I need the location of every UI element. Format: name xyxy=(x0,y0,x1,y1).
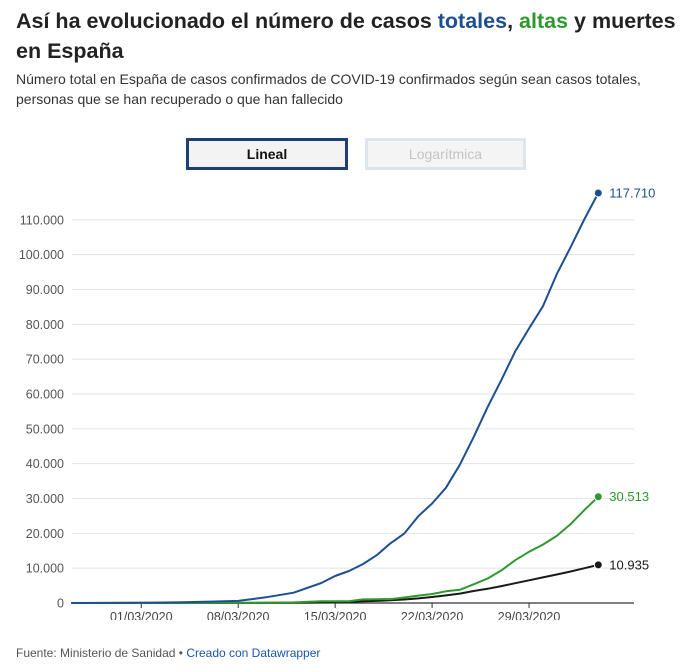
y-tick-label: 30.000 xyxy=(26,492,64,506)
x-tick-label: 01/03/2020 xyxy=(110,610,173,620)
y-tick-label: 90.000 xyxy=(26,283,64,297)
end-point-totales xyxy=(593,188,603,198)
y-tick-label: 20.000 xyxy=(26,527,64,541)
y-tick-label: 40.000 xyxy=(26,457,64,471)
end-label-muertes: 10.935 xyxy=(609,557,649,572)
y-tick-label: 70.000 xyxy=(26,353,64,367)
log-scale-button[interactable]: Logarítmica xyxy=(365,138,526,170)
chart-title: Así ha evolucionado el número de casos t… xyxy=(16,6,686,66)
title-part: altas xyxy=(519,9,569,33)
line-chart: 0 10.000 20.000 30.000 40.000 50.000 60.000 70.… xyxy=(19,186,656,621)
x-tick-label: 15/03/2020 xyxy=(304,610,367,620)
end-label-altas: 30.513 xyxy=(609,489,649,504)
chart-subtitle: Número total en España de casos confirma… xyxy=(16,71,641,107)
series-line-muertes xyxy=(71,563,600,604)
y-tick-label: 50.000 xyxy=(26,422,64,436)
title-part: totales xyxy=(437,9,508,33)
series-line-altas xyxy=(71,495,600,604)
title-part: , xyxy=(507,9,520,33)
x-tick-label: 08/03/2020 xyxy=(207,610,270,620)
title-part: Así ha evolucionado el número de casos xyxy=(16,9,438,33)
y-tick-label: 100.000 xyxy=(19,248,64,262)
y-tick-label: 0 xyxy=(57,597,64,611)
y-tick-label: 10.000 xyxy=(26,562,64,576)
footer: Fuente: Ministerio de Sanidad • Creado c… xyxy=(16,646,320,660)
footer-separator: • xyxy=(175,646,187,660)
end-label-totales: 117.710 xyxy=(609,186,655,201)
series-line-totales xyxy=(71,192,600,604)
source-note: Fuente: Ministerio de Sanidad xyxy=(16,646,176,660)
title-part: y muertes en España xyxy=(16,9,676,63)
linear-scale-button[interactable]: Lineal xyxy=(186,138,348,170)
x-tick-label: 22/03/2020 xyxy=(401,610,464,620)
y-tick-label: 60.000 xyxy=(26,388,64,402)
end-point-altas xyxy=(593,492,603,502)
end-point-muertes xyxy=(593,560,603,570)
y-tick-label: 80.000 xyxy=(26,318,64,332)
x-tick-label: 29/03/2020 xyxy=(498,610,561,620)
y-tick-label: 110.000 xyxy=(20,213,64,227)
datawrapper-credit-link[interactable]: Creado con Datawrapper xyxy=(186,646,321,660)
